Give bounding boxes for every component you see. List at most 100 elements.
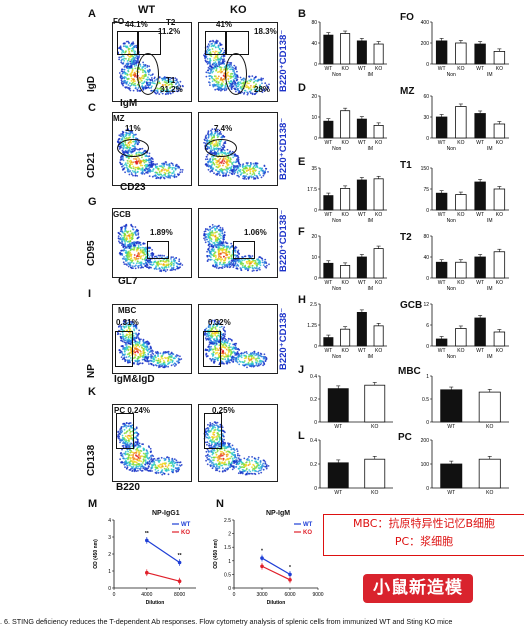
cell-event-dot xyxy=(165,261,168,263)
cell-event-dot xyxy=(222,81,225,83)
cell-event-dot xyxy=(243,175,246,178)
cell-event-dot xyxy=(217,246,220,248)
value-mz: 11% xyxy=(125,124,141,133)
cell-event-dot xyxy=(120,249,123,252)
cell-event-dot xyxy=(225,353,227,356)
cell-event-dot xyxy=(135,44,138,47)
cell-event-dot xyxy=(156,171,158,174)
cell-event-dot xyxy=(157,263,159,266)
cell-event-dot xyxy=(134,50,137,53)
cell-event-dot xyxy=(134,351,136,354)
cell-event-dot xyxy=(236,263,239,266)
cell-event-dot xyxy=(159,82,161,85)
cell-event-dot xyxy=(255,267,258,269)
cell-event-dot xyxy=(267,171,269,173)
cell-event-dot xyxy=(178,87,181,90)
cell-event-dot xyxy=(218,58,221,61)
cell-event-dot xyxy=(123,166,126,169)
cell-event-dot xyxy=(129,130,132,133)
cell-event-dot xyxy=(248,76,251,78)
cell-event-dot xyxy=(124,71,127,74)
cell-event-dot xyxy=(142,159,145,161)
cell-event-dot xyxy=(131,163,134,166)
cell-event-dot xyxy=(230,346,232,349)
cell-event-dot xyxy=(164,270,167,273)
cell-event-dot xyxy=(224,358,226,361)
cell-event-dot xyxy=(121,132,124,135)
cell-event-dot xyxy=(203,237,205,240)
cell-event-dot xyxy=(129,161,132,164)
cell-event-dot xyxy=(130,161,133,164)
cell-event-dot xyxy=(164,356,166,359)
cell-event-dot xyxy=(213,57,216,59)
cell-event-dot xyxy=(129,460,132,463)
cell-event-dot xyxy=(235,246,238,249)
cell-event-dot xyxy=(129,464,131,467)
cell-event-dot xyxy=(233,260,235,263)
cell-event-dot xyxy=(128,65,130,68)
cell-event-dot xyxy=(260,169,263,172)
cell-event-dot xyxy=(141,344,144,347)
cell-event-dot xyxy=(143,253,146,256)
cell-event-dot xyxy=(221,251,224,254)
cell-event-dot xyxy=(214,347,217,350)
cell-event-dot xyxy=(217,332,220,335)
cell-event-dot xyxy=(237,158,240,161)
cell-event-dot xyxy=(259,264,262,267)
cell-event-dot xyxy=(209,229,212,231)
cell-event-dot xyxy=(118,46,121,49)
cell-event-dot xyxy=(204,239,206,241)
cell-event-dot xyxy=(215,352,218,354)
cell-event-dot xyxy=(161,473,164,476)
cell-event-dot xyxy=(252,162,255,165)
cell-event-dot xyxy=(258,361,261,363)
cell-event-dot xyxy=(230,254,232,257)
cell-event-dot xyxy=(159,254,162,257)
cell-event-dot xyxy=(179,80,182,83)
cell-event-dot xyxy=(175,262,178,264)
cell-event-dot xyxy=(128,237,131,240)
cell-event-dot xyxy=(150,354,152,356)
cell-event-dot xyxy=(144,359,146,362)
cell-event-dot xyxy=(127,157,130,160)
cell-event-dot xyxy=(136,361,139,364)
cell-event-dot xyxy=(156,359,159,362)
cell-event-dot xyxy=(246,173,249,175)
cell-event-dot xyxy=(121,352,124,355)
cell-event-dot xyxy=(210,329,212,332)
cell-event-dot xyxy=(223,355,225,358)
cell-event-dot xyxy=(223,326,226,329)
cell-event-dot xyxy=(122,62,125,64)
cell-event-dot xyxy=(127,457,130,459)
cell-event-dot xyxy=(251,266,254,269)
cell-event-dot xyxy=(245,266,248,269)
cell-event-dot xyxy=(130,242,133,245)
cell-event-dot xyxy=(129,85,132,87)
cell-event-dot xyxy=(139,243,142,246)
cell-event-dot xyxy=(131,69,134,72)
cell-event-dot xyxy=(120,226,122,229)
cell-event-dot xyxy=(127,345,130,348)
cell-event-dot xyxy=(210,245,213,248)
cell-event-dot xyxy=(219,169,222,172)
cell-event-dot xyxy=(135,70,138,73)
cell-event-dot xyxy=(247,162,249,164)
cell-event-dot xyxy=(207,345,210,348)
cell-event-dot xyxy=(137,156,139,159)
ko-column-header: KO xyxy=(230,4,247,16)
cell-event-dot xyxy=(166,176,169,179)
cell-event-dot xyxy=(130,82,133,85)
cell-event-dot xyxy=(203,234,205,237)
cell-event-dot xyxy=(120,356,123,358)
cell-event-dot xyxy=(136,334,139,337)
cell-event-dot xyxy=(124,230,126,233)
cell-event-dot xyxy=(143,348,146,350)
cell-event-dot xyxy=(268,83,270,86)
facs-plot-wt-a xyxy=(112,22,192,102)
cell-event-dot xyxy=(134,172,137,175)
cell-event-dot xyxy=(218,340,220,343)
cell-event-dot xyxy=(222,74,225,77)
cell-event-dot xyxy=(151,175,154,178)
cell-event-dot xyxy=(257,353,260,355)
cell-event-dot xyxy=(170,256,173,259)
